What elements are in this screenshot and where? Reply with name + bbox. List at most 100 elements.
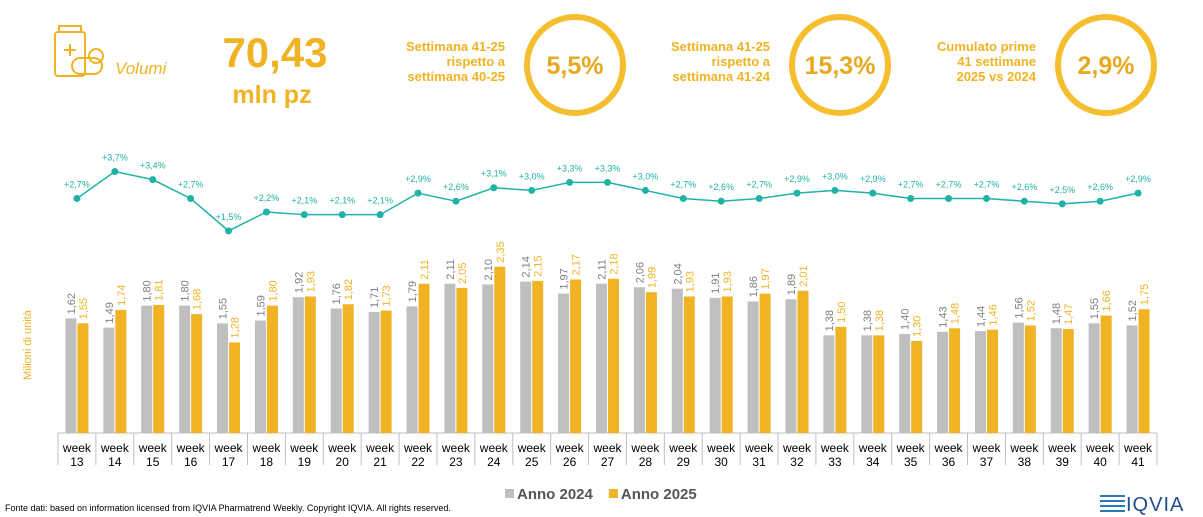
value-label: 1,48 <box>950 303 962 324</box>
value-label: 1,86 <box>748 276 760 297</box>
bar <box>911 341 923 433</box>
value-label: 1,79 <box>407 281 419 302</box>
bar <box>494 266 506 433</box>
value-label: 1,55 <box>1089 298 1101 319</box>
value-label: 1,55 <box>218 298 230 319</box>
growth-point <box>755 195 763 203</box>
value-label: 1,75 <box>1139 284 1151 305</box>
bar <box>520 281 532 433</box>
value-label: 1,93 <box>305 271 317 292</box>
comparison-label: Settimana 41-25 <box>406 39 505 54</box>
value-label: 2,15 <box>533 255 545 276</box>
bar <box>65 318 77 433</box>
value-label: 1,56 <box>1013 297 1025 318</box>
icon <box>54 25 104 77</box>
growth-label: +1,5% <box>216 212 242 222</box>
growth-label: +2,7% <box>746 180 772 190</box>
bar <box>368 312 380 433</box>
bar <box>304 296 316 433</box>
growth-label: +2,7% <box>898 180 924 190</box>
bar <box>709 297 721 433</box>
comparison-label: settimana 40-25 <box>407 69 505 84</box>
value-label: 2,05 <box>457 263 469 284</box>
x-tick-label: week 30 <box>707 441 736 469</box>
value-label: 2,14 <box>521 256 533 277</box>
comparison-label: rispetto a <box>446 54 505 69</box>
value-label: 2,17 <box>571 254 583 275</box>
growth-point <box>149 176 157 184</box>
growth-label: +2,6% <box>1011 182 1037 192</box>
value-label: 1,52 <box>1025 300 1037 321</box>
legend-swatch <box>505 489 514 498</box>
x-tick-label: week 34 <box>858 441 887 469</box>
bar <box>899 333 911 433</box>
comparison-label: Cumulato prime <box>937 39 1036 54</box>
bar <box>759 293 771 433</box>
source: Fonte dati: based on information license… <box>5 503 451 513</box>
bar <box>254 320 266 433</box>
growth-point <box>945 195 953 203</box>
growth-label: +2,1% <box>367 196 393 206</box>
growth-point <box>1058 200 1066 208</box>
growth-point <box>376 211 384 219</box>
x-tick-label: week 15 <box>138 441 167 469</box>
kpi-unit: mln pz <box>232 81 311 109</box>
x-tick-label: week 37 <box>972 441 1001 469</box>
bar <box>986 329 998 433</box>
bar <box>683 296 695 433</box>
growth-label: +2,5% <box>1049 185 1075 195</box>
growth-label: +3,7% <box>102 153 128 163</box>
growth-point <box>907 195 915 203</box>
kpi-value: 70,43 <box>222 29 327 76</box>
value-label: 2,11 <box>597 259 609 280</box>
bar <box>558 293 570 433</box>
growth-point <box>111 168 119 176</box>
growth-label: +3,3% <box>557 163 583 173</box>
growth-point <box>831 186 839 194</box>
comparison-label: settimana 41-24 <box>672 69 770 84</box>
value-label: 1,80 <box>142 280 154 301</box>
bar <box>141 305 153 433</box>
value-label: 2,01 <box>798 265 810 286</box>
bar <box>974 331 986 433</box>
x-tick-label: week 39 <box>1048 441 1077 469</box>
growth-point <box>300 211 308 219</box>
value-label: 1,80 <box>180 280 192 301</box>
growth-label: +2,7% <box>974 180 1000 190</box>
bar <box>229 342 241 433</box>
bar <box>179 305 191 433</box>
bar <box>797 290 809 433</box>
bar <box>444 283 456 433</box>
bar <box>456 287 468 433</box>
value-label: 1,47 <box>1063 304 1075 325</box>
growth-label: +2,7% <box>64 180 90 190</box>
bar <box>785 299 797 433</box>
value-label: 1,44 <box>975 306 987 327</box>
value-label: 1,82 <box>343 279 355 300</box>
growth-label: +3,4% <box>140 161 166 171</box>
bar <box>1024 325 1036 433</box>
growth-point <box>717 197 725 205</box>
growth-point <box>1096 197 1104 205</box>
value-label: 1,68 <box>192 289 204 310</box>
value-label: 1,76 <box>331 283 343 304</box>
bar <box>1138 309 1150 433</box>
bar <box>823 335 835 433</box>
bar <box>266 305 278 433</box>
bar <box>380 310 392 433</box>
growth-label: +2,6% <box>708 182 734 192</box>
bar <box>103 327 115 433</box>
kpi-label: Volumi <box>115 59 168 78</box>
growth-point <box>414 189 422 197</box>
growth-point <box>869 189 877 197</box>
growth-label: +2,9% <box>405 174 431 184</box>
value-label: 1,81 <box>154 280 166 301</box>
value-label: 1,74 <box>116 284 128 305</box>
x-tick-label: week 33 <box>820 441 849 469</box>
x-tick-label: week 31 <box>745 441 774 469</box>
logo-text: IQVIA <box>1126 494 1184 516</box>
comparison-label: 41 settimane <box>957 54 1036 69</box>
bar <box>1062 328 1074 433</box>
bar <box>418 283 430 433</box>
x-tick-label: week 18 <box>252 441 281 469</box>
